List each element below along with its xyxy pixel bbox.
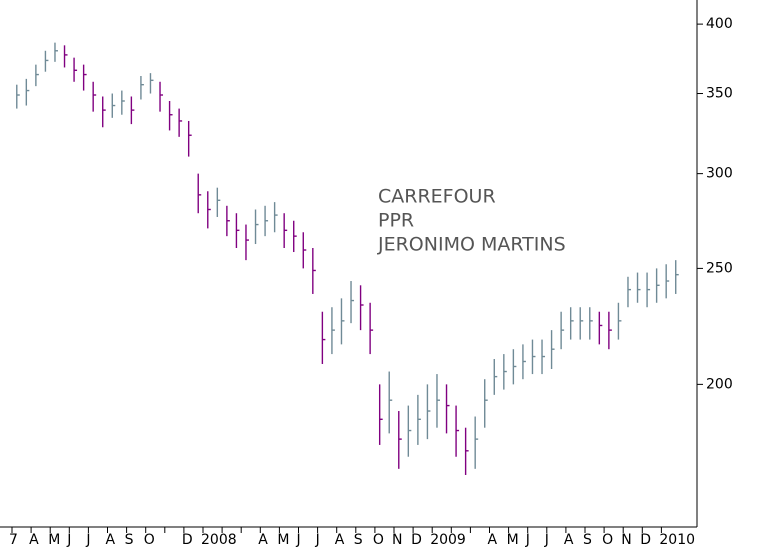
x-tick-label: D — [182, 532, 193, 548]
y-tick-label: 200 — [706, 376, 733, 392]
x-tick-label: A — [29, 532, 39, 548]
y-tick-label: 400 — [706, 16, 733, 32]
x-tick-label: J — [66, 532, 71, 548]
y-tick-label: 350 — [706, 86, 733, 102]
x-tick-label: J — [85, 532, 90, 548]
x-tick-label: J — [315, 532, 320, 548]
x-tick-label: S — [125, 532, 134, 548]
annotation: CARREFOUR — [378, 186, 496, 208]
x-tick-label: M — [507, 532, 519, 548]
y-tick-label: 250 — [706, 260, 733, 276]
x-tick-label: D — [411, 532, 422, 548]
x-tick-label: A — [564, 532, 574, 548]
x-tick-label: 2008 — [201, 532, 237, 548]
x-tick-label: J — [525, 532, 530, 548]
x-tick-label: A — [488, 532, 498, 548]
x-tick-label: 2010 — [659, 532, 695, 548]
x-tick-label: M — [48, 532, 60, 548]
x-tick-label: J — [544, 532, 549, 548]
x-tick-label: O — [144, 532, 155, 548]
x-tick-label: 2009 — [430, 532, 466, 548]
x-tick-label: D — [640, 532, 651, 548]
x-tick-label: N — [392, 532, 402, 548]
x-tick-label: N — [621, 532, 631, 548]
annotation: JERONIMO MARTINS — [377, 234, 566, 256]
x-tick-label: A — [258, 532, 268, 548]
x-tick-label: A — [106, 532, 116, 548]
x-tick-label: J — [296, 532, 301, 548]
x-tick-label: M — [277, 532, 289, 548]
x-tick-label: O — [602, 532, 613, 548]
x-tick-label: O — [373, 532, 384, 548]
x-tick-label: A — [335, 532, 345, 548]
x-tick-label: S — [354, 532, 363, 548]
x-tick-label: S — [583, 532, 592, 548]
y-tick-label: 300 — [706, 166, 733, 182]
annotation: PPR — [378, 210, 414, 232]
x-tick-label: 7 — [9, 532, 18, 548]
